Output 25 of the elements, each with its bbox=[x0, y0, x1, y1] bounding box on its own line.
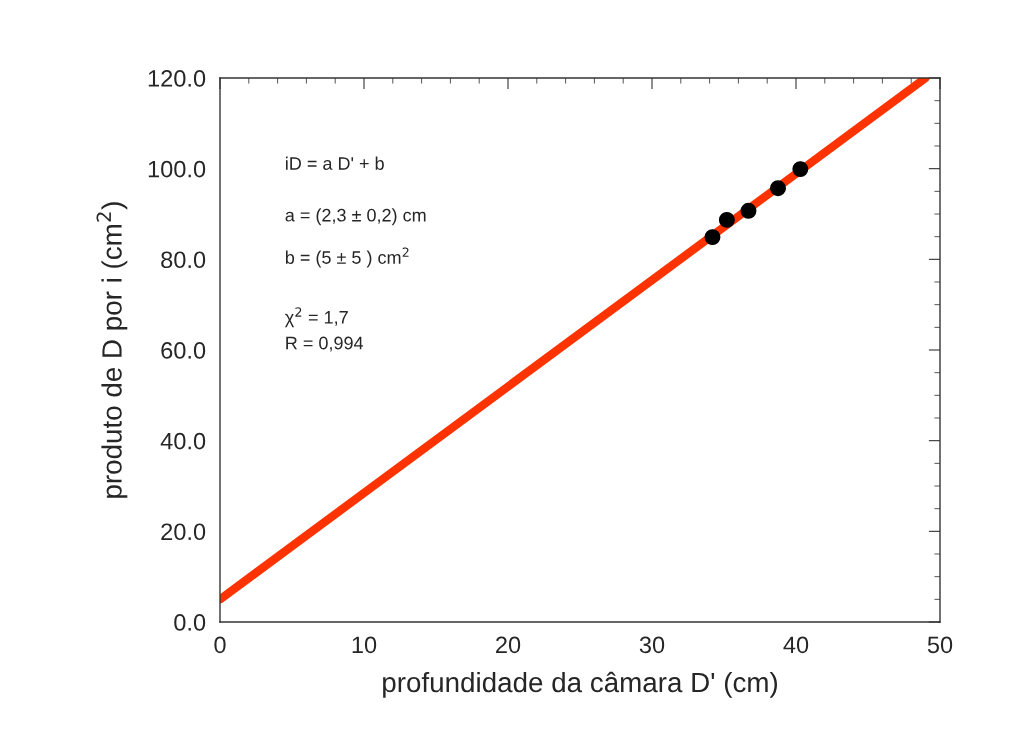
point bbox=[740, 202, 757, 219]
y-tick-label: 60.0 bbox=[161, 342, 206, 359]
annotation: iD = a D' + b bbox=[286, 156, 384, 170]
point bbox=[792, 161, 809, 178]
point bbox=[704, 229, 721, 246]
x-axis-title: profundidade da câmara D' (cm) bbox=[383, 671, 778, 698]
x-tick-label: 50 bbox=[927, 636, 953, 654]
y-tick-label: 80.0 bbox=[161, 251, 206, 269]
y-tick-label: 100.0 bbox=[148, 160, 206, 178]
y-tick-label: 40.0 bbox=[160, 432, 206, 450]
x-tick-label: 30 bbox=[639, 636, 665, 654]
y-tick-label: 120.0 bbox=[148, 70, 206, 87]
annotation: a = (2,3 ± 0,2) cm bbox=[285, 208, 426, 226]
x-tick-label: 20 bbox=[496, 636, 521, 654]
annotation: R = 0,994 bbox=[286, 336, 364, 352]
y-tick-label: 0.0 bbox=[174, 614, 206, 631]
y-axis-title: produto de D por i (cm$^{2}$) bbox=[96, 202, 128, 498]
x-tick-label: 0 bbox=[214, 636, 226, 654]
y-tick-label: 20.0 bbox=[161, 523, 206, 541]
point bbox=[718, 211, 735, 228]
x-tick-label: 10 bbox=[352, 636, 377, 654]
annotation: χ$^{2}$ = 1,7 bbox=[284, 307, 348, 328]
annotation: b = (5 ± 5 ) cm$^{2}$ bbox=[285, 247, 409, 268]
point bbox=[770, 180, 786, 197]
x-tick-label: 40 bbox=[783, 636, 809, 654]
